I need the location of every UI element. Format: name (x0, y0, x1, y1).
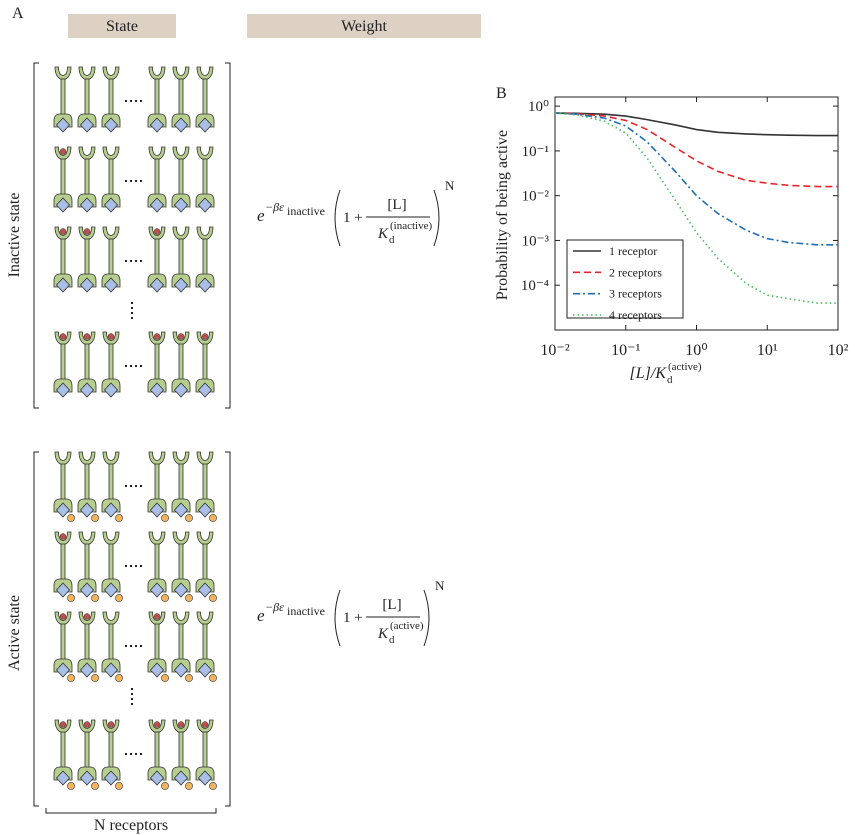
ligand (59, 533, 67, 540)
x-axis-label: [L]/K (630, 365, 668, 382)
y-tick-label: 10⁰ (528, 99, 549, 115)
ligand (83, 721, 91, 728)
formula: e −βε inactive 1 + [L] K d (active) N (257, 578, 445, 647)
formula-power: N (445, 178, 455, 193)
receptor-row (54, 452, 217, 522)
formula-one-plus: 1 + (343, 610, 363, 626)
paren (433, 189, 440, 247)
inactive-label: Inactive state (6, 193, 23, 278)
ligand (59, 613, 67, 620)
formula-exponent-sub: inactive (287, 604, 325, 618)
header-box (247, 14, 481, 38)
formula-exponent: −βε (265, 600, 284, 614)
formula-denominator: K (377, 626, 389, 642)
receptor-row (54, 147, 214, 212)
paren (334, 589, 341, 647)
ligand (153, 721, 161, 728)
receptor-row (54, 332, 214, 397)
ellipsis (131, 688, 133, 705)
y-tick-label: 10⁻¹ (522, 144, 549, 160)
formula-exponent: −βε (265, 200, 284, 214)
formula-power: N (435, 578, 445, 593)
ligand (59, 228, 67, 235)
formula-denominator-sup: (active) (390, 620, 424, 632)
weight-header: Weight (341, 18, 387, 35)
x-tick-label: 10⁻² (540, 342, 569, 359)
receptor-row (54, 612, 217, 682)
ligand (177, 721, 185, 728)
active-label: Active state (6, 595, 23, 671)
receptor-row (54, 720, 217, 790)
x-tick-label: 10² (828, 342, 849, 359)
ligand (153, 333, 161, 340)
y-tick-label: 10⁻³ (522, 233, 550, 249)
series-line (554, 112, 838, 137)
plot: 10⁻² 10⁻¹ 10⁰ 10¹ 10² 10⁻⁴ 10⁻³ 10⁻² 10⁻¹ 10⁰ 1 re… (521, 96, 849, 359)
panel-label: B (496, 85, 507, 102)
x-tick-label: 10⁻¹ (611, 342, 640, 359)
panel-label: A (12, 5, 24, 22)
series-line (554, 112, 838, 188)
formula-numerator: [L] (382, 597, 401, 613)
paren (423, 589, 430, 647)
ligand (201, 721, 209, 728)
legend-box (566, 239, 684, 319)
receptor-rows (54, 452, 217, 790)
x-tick-label: 10¹ (757, 342, 778, 359)
ligand (201, 333, 209, 340)
bracket (45, 808, 217, 814)
paren (334, 189, 341, 247)
formula-denominator-sub: d (389, 634, 395, 646)
ligand (59, 333, 67, 340)
y-tick-label: 10⁻⁴ (521, 278, 549, 294)
state-header: State (106, 18, 138, 35)
ligand (177, 333, 185, 340)
ellipsis (131, 302, 133, 319)
x-axis-label-sup: (active) (668, 361, 702, 373)
ligand (59, 148, 67, 155)
bracket (33, 62, 231, 409)
formula-base: e (257, 206, 265, 225)
formula-one-plus: 1 + (343, 210, 363, 226)
bracket (33, 451, 231, 807)
receptor-row (54, 67, 214, 132)
receptor-row (54, 532, 217, 602)
series-line (554, 112, 838, 304)
ligand (153, 228, 161, 235)
formula-exponent-sub: inactive (287, 204, 325, 218)
ligand (83, 333, 91, 340)
ligand (107, 333, 115, 340)
formula-numerator: [L] (387, 197, 406, 213)
y-axis-label: Probability of being active (494, 130, 511, 300)
receptor-row (54, 227, 214, 292)
formula-denominator-sup: (inactive) (390, 220, 432, 232)
legend-label: 1 receptor (609, 244, 657, 258)
legend-label: 4 receptors (609, 308, 662, 322)
formula-denominator-sub: d (389, 234, 395, 246)
x-tick-label: 10⁰ (685, 342, 707, 359)
ligand (83, 228, 91, 235)
receptor-rows (54, 67, 214, 397)
y-tick-label: 10⁻² (522, 189, 550, 205)
formula-denominator: K (377, 226, 389, 242)
receptors-label: N receptors (94, 817, 168, 834)
formula: e −βε inactive 1 + [L] K d (inactive) N (257, 178, 455, 247)
legend-label: 3 receptors (609, 287, 662, 301)
ligand (83, 613, 91, 620)
header-box (68, 14, 176, 38)
ligand (153, 613, 161, 620)
ligand (59, 721, 67, 728)
x-axis-label-sub: d (667, 374, 673, 386)
series-line (554, 112, 838, 246)
ligand (107, 721, 115, 728)
legend-label: 2 receptors (609, 265, 662, 279)
formula-base: e (257, 606, 265, 625)
